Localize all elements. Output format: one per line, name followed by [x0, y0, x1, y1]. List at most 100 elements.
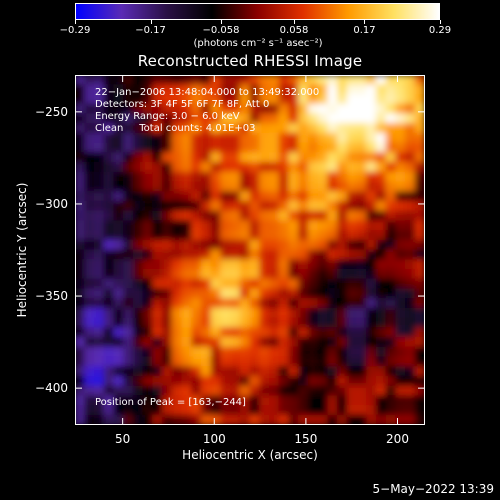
- heatmap-cell: [210, 356, 222, 368]
- heatmap-cell: [103, 375, 115, 387]
- heatmap-cell: [395, 181, 407, 193]
- heatmap-cell: [113, 75, 125, 86]
- heatmap-cell: [191, 307, 202, 319]
- heatmap-cell: [210, 346, 222, 358]
- heatmap-cell: [327, 395, 338, 407]
- heatmap-cell: [230, 317, 241, 329]
- heatmap-cell: [171, 337, 183, 348]
- heatmap-cell: [230, 385, 241, 397]
- heatmap-cell: [337, 93, 348, 105]
- heatmap-cell: [152, 366, 163, 377]
- heatmap-cell: [375, 288, 387, 300]
- heatmap-cell: [84, 142, 95, 154]
- heatmap-cell: [93, 123, 105, 134]
- heatmap-cell: [385, 210, 397, 222]
- heatmap-cell: [356, 414, 368, 425]
- heatmap-cell: [113, 93, 125, 105]
- heatmap-cell: [356, 152, 368, 163]
- heatmap-cell: [395, 220, 407, 232]
- heatmap-cell: [366, 288, 377, 300]
- heatmap-cell: [113, 152, 125, 163]
- heatmap-cell: [75, 288, 86, 300]
- heatmap-cell: [268, 375, 280, 387]
- heatmap-cell: [259, 395, 270, 407]
- y-tick-label: −250: [35, 104, 68, 119]
- heatmap-cell: [346, 356, 358, 368]
- heatmap-cell: [103, 366, 115, 377]
- heatmap-cell: [375, 375, 387, 387]
- heatmap-cell: [93, 268, 105, 280]
- heatmap-cell: [181, 171, 193, 183]
- heatmap-cell: [366, 75, 377, 86]
- heatmap-cell: [259, 298, 270, 309]
- heatmap-cell: [414, 113, 425, 125]
- heatmap-cell: [337, 249, 348, 261]
- heatmap-cell: [327, 385, 338, 397]
- heatmap-cell: [132, 210, 144, 222]
- heatmap-cell: [327, 249, 338, 261]
- heatmap-cell: [259, 385, 270, 397]
- heatmap-cell: [162, 395, 173, 407]
- heatmap-cell: [152, 220, 163, 232]
- heatmap-cell: [268, 385, 280, 397]
- heatmap-cell: [191, 220, 202, 232]
- heatmap-cell: [220, 75, 232, 86]
- heatmap-cell: [298, 337, 309, 348]
- heatmap-cell: [346, 414, 358, 425]
- heatmap-cell: [337, 298, 348, 309]
- heatmap-cell: [288, 171, 300, 183]
- heatmap-cell: [356, 346, 368, 358]
- heatmap-cell: [191, 200, 202, 212]
- heatmap-cell: [278, 84, 290, 95]
- heatmap-cell: [414, 268, 425, 280]
- heatmap-cell: [200, 375, 212, 387]
- heatmap-cell: [220, 395, 232, 407]
- heatmap-cell: [298, 249, 309, 261]
- heatmap-cell: [385, 327, 397, 338]
- heatmap-cell: [181, 356, 193, 368]
- heatmap-cell: [405, 375, 416, 387]
- heatmap-cell: [191, 210, 202, 222]
- heatmap-cell: [307, 278, 319, 290]
- heatmap-cell: [259, 75, 270, 86]
- heatmap-cell: [152, 298, 163, 309]
- heatmap-cell: [337, 152, 348, 163]
- heatmap-cell: [103, 288, 115, 300]
- heatmap-cell: [113, 259, 125, 270]
- heatmap-cell: [200, 84, 212, 95]
- heatmap-cell: [103, 152, 115, 163]
- heatmap-cell: [405, 346, 416, 358]
- heatmap-cell: [327, 239, 338, 251]
- heatmap-cell: [395, 230, 407, 241]
- heatmap-cell: [103, 414, 115, 425]
- heatmap-cell: [288, 307, 300, 319]
- heatmap-cell: [152, 259, 163, 270]
- heatmap-cell: [268, 268, 280, 280]
- heatmap-cell: [385, 142, 397, 154]
- heatmap-cell: [93, 337, 105, 348]
- heatmap-cell: [230, 75, 241, 86]
- heatmap-cell: [268, 414, 280, 425]
- heatmap-cell: [278, 220, 290, 232]
- heatmap-cell: [162, 337, 173, 348]
- heatmap-cell: [162, 181, 173, 193]
- heatmap-cell: [356, 259, 368, 270]
- heatmap-cell: [337, 113, 348, 125]
- heatmap-cell: [405, 239, 416, 251]
- heatmap-cell: [93, 103, 105, 115]
- heatmap-cell: [337, 278, 348, 290]
- heatmap-cell: [375, 395, 387, 407]
- heatmap-cell: [239, 84, 251, 95]
- heatmap-cell: [366, 259, 377, 270]
- heatmap-cell: [278, 375, 290, 387]
- heatmap-cell: [346, 152, 358, 163]
- heatmap-cell: [317, 414, 329, 425]
- heatmap-cell: [113, 327, 125, 338]
- heatmap-cell: [288, 249, 300, 261]
- heatmap-cell: [103, 181, 115, 193]
- heatmap-cell: [375, 142, 387, 154]
- heatmap-cell: [327, 162, 338, 173]
- heatmap-cell: [327, 414, 338, 425]
- colorbar-tick-label: −0.29: [59, 25, 91, 36]
- heatmap-cell: [200, 405, 212, 416]
